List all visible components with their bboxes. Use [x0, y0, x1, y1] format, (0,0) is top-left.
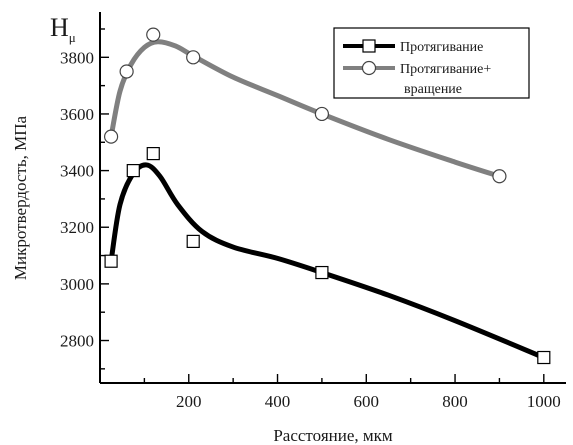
- x-axis-label: Расстояние, мкм: [273, 426, 393, 445]
- data-point-circle: [492, 169, 507, 184]
- data-point-circle: [146, 27, 161, 42]
- y-tick-label: 3000: [60, 275, 94, 294]
- data-point-square: [537, 350, 551, 365]
- data-point-square: [146, 147, 160, 161]
- y-tick-label: 3200: [60, 218, 94, 237]
- x-ticks: 200 400 600 800 1000: [143, 374, 561, 411]
- data-point-square: [315, 265, 329, 280]
- y-tick-label: 3400: [60, 162, 94, 181]
- y-tick-label: 3600: [60, 105, 94, 124]
- data-point-circle: [103, 129, 119, 144]
- legend-marker-square: [362, 39, 376, 53]
- legend-label-series-1: Протягивание: [400, 40, 483, 55]
- y-tick-label: 2800: [60, 332, 94, 351]
- data-point-circle: [119, 64, 134, 79]
- series-line-1: [108, 162, 547, 361]
- data-point-circle: [314, 106, 330, 122]
- data-point-square: [104, 254, 118, 268]
- data-point-square: [186, 234, 200, 248]
- y-tick-label: 3800: [60, 48, 94, 67]
- data-point-circle: [186, 50, 201, 65]
- x-tick-label: 800: [442, 392, 468, 411]
- legend-label-series-2-line-2: вращение: [404, 82, 462, 97]
- x-tick-label: 400: [265, 392, 291, 411]
- corner-label: Hμ: [50, 13, 76, 45]
- x-tick-label: 1000: [527, 392, 561, 411]
- legend: Протягивание Протягивание+ вращение: [333, 27, 530, 99]
- x-tick-label: 600: [354, 392, 380, 411]
- plot-area: 200 400 600 800 1000 2800 3000 3200 3400 3600 380…: [60, 12, 566, 411]
- y-axis-label: Микротвердость, МПа: [11, 115, 30, 280]
- legend-label-series-2-line-1: Протягивание+: [400, 62, 491, 77]
- series-markers: [103, 27, 551, 365]
- x-tick-label: 200: [176, 392, 202, 411]
- data-point-square: [126, 163, 140, 178]
- legend-marker-circle: [361, 60, 377, 76]
- y-ticks: 2800 3000 3200 3400 3600 3800: [60, 28, 109, 370]
